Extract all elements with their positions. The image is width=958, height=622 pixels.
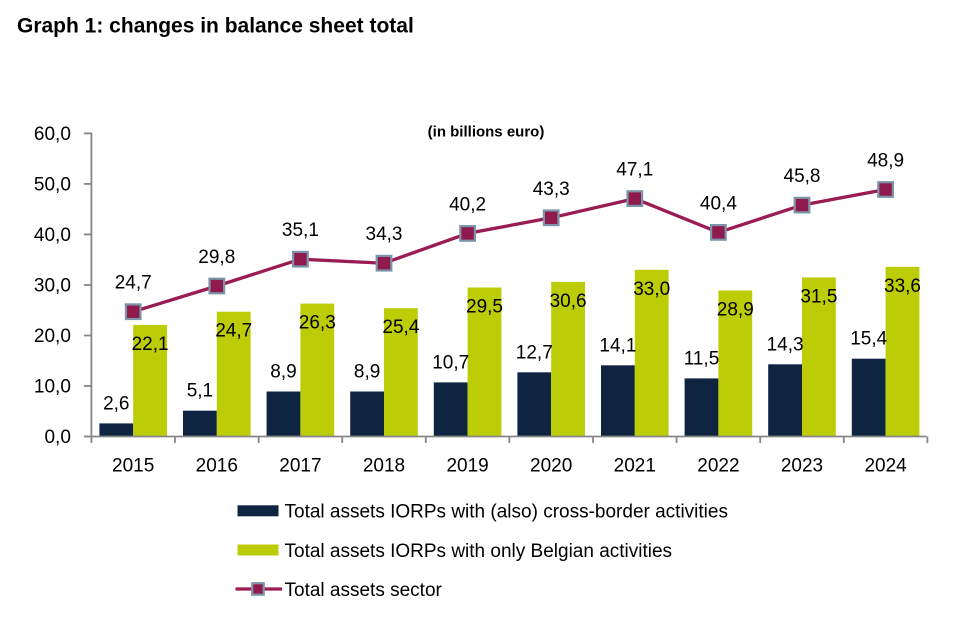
svg-text:29,5: 29,5 xyxy=(466,297,503,318)
svg-text:2024: 2024 xyxy=(864,456,907,477)
svg-text:14,1: 14,1 xyxy=(599,335,636,356)
svg-text:12,7: 12,7 xyxy=(516,342,553,363)
svg-text:2015: 2015 xyxy=(112,456,154,477)
svg-text:30,6: 30,6 xyxy=(550,291,587,312)
svg-text:Total assets IORPs with (also): Total assets IORPs with (also) cross-bor… xyxy=(285,502,728,523)
svg-text:2021: 2021 xyxy=(614,456,656,477)
svg-text:2,6: 2,6 xyxy=(103,393,129,414)
svg-text:43,3: 43,3 xyxy=(533,179,570,200)
svg-text:34,3: 34,3 xyxy=(366,224,403,245)
svg-text:30,0: 30,0 xyxy=(34,276,71,297)
svg-text:60,0: 60,0 xyxy=(34,124,71,145)
svg-text:2019: 2019 xyxy=(446,456,488,477)
svg-text:Graph 1: changes in balance sh: Graph 1: changes in balance sheet total xyxy=(17,15,414,38)
svg-text:10,0: 10,0 xyxy=(34,377,71,398)
svg-text:25,4: 25,4 xyxy=(382,317,419,338)
svg-text:33,0: 33,0 xyxy=(633,279,670,300)
svg-text:24,7: 24,7 xyxy=(115,273,152,294)
svg-text:Total assets IORPs with only B: Total assets IORPs with only Belgian act… xyxy=(285,541,673,562)
svg-text:15,4: 15,4 xyxy=(850,329,887,350)
svg-text:35,1: 35,1 xyxy=(282,220,319,241)
svg-text:2016: 2016 xyxy=(196,456,238,477)
svg-text:40,4: 40,4 xyxy=(700,193,737,214)
svg-text:47,1: 47,1 xyxy=(616,160,653,181)
svg-text:Total assets sector: Total assets sector xyxy=(285,580,443,601)
svg-text:8,9: 8,9 xyxy=(354,362,380,383)
svg-text:20,0: 20,0 xyxy=(34,326,71,347)
svg-text:2022: 2022 xyxy=(697,456,739,477)
svg-text:22,1: 22,1 xyxy=(132,334,169,355)
svg-text:0,0: 0,0 xyxy=(44,427,70,448)
svg-text:28,9: 28,9 xyxy=(717,300,754,321)
svg-text:2018: 2018 xyxy=(363,456,405,477)
svg-text:45,8: 45,8 xyxy=(784,166,821,187)
svg-text:(in billions euro): (in billions euro) xyxy=(428,124,545,141)
svg-text:33,6: 33,6 xyxy=(884,276,921,297)
svg-text:40,0: 40,0 xyxy=(34,225,71,246)
svg-text:40,2: 40,2 xyxy=(449,194,486,215)
svg-text:50,0: 50,0 xyxy=(34,174,71,195)
svg-text:10,7: 10,7 xyxy=(432,352,469,373)
svg-text:2023: 2023 xyxy=(781,456,823,477)
svg-text:8,9: 8,9 xyxy=(270,362,296,383)
svg-text:26,3: 26,3 xyxy=(299,313,336,334)
svg-text:31,5: 31,5 xyxy=(800,286,837,307)
svg-text:2017: 2017 xyxy=(279,456,321,477)
svg-text:48,9: 48,9 xyxy=(867,151,904,172)
svg-text:14,3: 14,3 xyxy=(767,334,804,355)
svg-text:29,8: 29,8 xyxy=(198,247,235,268)
svg-text:24,7: 24,7 xyxy=(215,321,252,342)
svg-text:2020: 2020 xyxy=(530,456,572,477)
svg-text:5,1: 5,1 xyxy=(187,381,213,402)
svg-text:11,5: 11,5 xyxy=(684,348,720,369)
